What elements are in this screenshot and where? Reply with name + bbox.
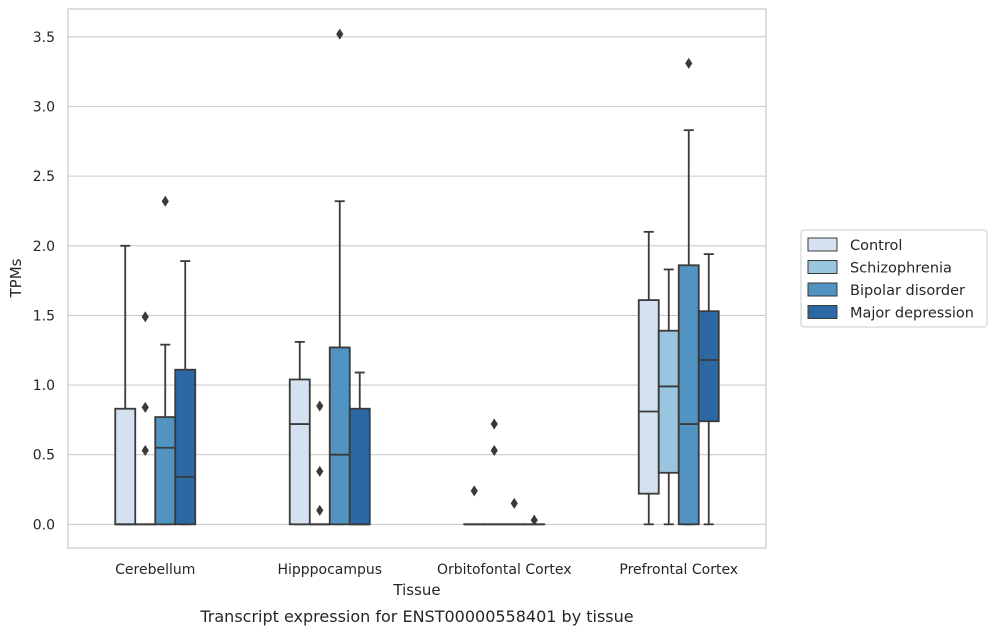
y-tick-labels: 0.0 0.5 1.0 1.5 2.0 2.5 3.0 3.5	[33, 30, 55, 533]
box-control	[463, 485, 486, 526]
box-body	[348, 407, 371, 526]
box-body	[174, 368, 197, 526]
legend-frame	[800, 229, 988, 328]
x-tick-label: Cerebellum	[115, 562, 195, 578]
x-axis-title: Tissue	[392, 581, 440, 599]
outlier-point	[510, 497, 518, 509]
box-major-depression	[174, 260, 197, 526]
box-bipolar-disorder	[503, 497, 526, 526]
y-tick-label: 0.5	[33, 448, 55, 464]
y-tick-label: 2.0	[33, 239, 55, 255]
box-bipolar-disorder	[154, 195, 177, 526]
x-tick-label: Prefrontal Cortex	[619, 562, 738, 578]
outlier-point	[161, 195, 169, 207]
outlier-point	[141, 401, 149, 413]
box-major-depression	[523, 514, 546, 526]
legend-label: Schizophrenia	[850, 261, 952, 277]
y-tick-label: 1.5	[33, 308, 55, 324]
x-tick-label: Hipppocampus	[277, 562, 382, 578]
outlier-point	[530, 514, 538, 526]
legend-label: Control	[850, 238, 902, 254]
box-schizophrenia	[483, 418, 506, 526]
box-body	[154, 416, 177, 526]
outlier-point	[316, 504, 324, 516]
outlier-point	[490, 445, 498, 457]
outlier-point	[490, 418, 498, 430]
x-tick-labels: Cerebellum Hipppocampus Orbitofontal Corte…	[115, 562, 738, 578]
box-major-depression	[697, 253, 720, 526]
plot-frame	[67, 8, 767, 549]
outlier-point	[316, 400, 324, 412]
y-tick-label: 2.5	[33, 169, 55, 185]
y-tick-label: 3.0	[33, 99, 55, 115]
outlier-point	[141, 311, 149, 323]
box-body	[697, 310, 720, 423]
box-major-depression	[348, 371, 371, 526]
legend-swatch	[807, 237, 838, 252]
outlier-point	[470, 485, 478, 497]
box-control	[288, 340, 311, 526]
box-body	[328, 346, 351, 526]
legend-swatch	[807, 282, 838, 297]
legend-label: Bipolar disorder	[850, 283, 965, 299]
chart-caption: Transcript expression for ENST0000055840…	[199, 607, 633, 626]
box-body	[637, 299, 660, 495]
x-tick-label: Orbitofontal Cortex	[437, 562, 572, 578]
legend-entries: Control Schizophrenia Bipolar disorder Majo…	[807, 237, 974, 322]
box-control	[114, 244, 137, 526]
boxes	[114, 28, 720, 526]
outlier-point	[316, 465, 324, 477]
legend-swatch	[807, 260, 838, 274]
outlier-point	[336, 28, 344, 40]
outlier-point	[685, 57, 693, 69]
box-bipolar-disorder	[328, 28, 351, 526]
box-bipolar-disorder	[677, 57, 700, 526]
legend-swatch	[807, 305, 838, 319]
y-tick-label: 3.5	[33, 30, 55, 46]
box-schizophrenia	[308, 400, 331, 526]
y-axis-title: TPMs	[7, 258, 25, 298]
y-tick-label: 1.0	[33, 378, 55, 394]
box-control	[637, 230, 660, 526]
box-body	[114, 407, 137, 526]
legend-label: Major depression	[850, 306, 974, 322]
y-tick-label: 0.0	[33, 517, 55, 533]
box-body	[288, 378, 311, 526]
box-body	[677, 264, 700, 526]
box-schizophrenia	[134, 311, 157, 526]
box-schizophrenia	[657, 268, 680, 526]
outlier-point	[141, 445, 149, 457]
legend: Control Schizophrenia Bipolar disorder Majo…	[800, 229, 988, 328]
box-body	[657, 329, 680, 474]
